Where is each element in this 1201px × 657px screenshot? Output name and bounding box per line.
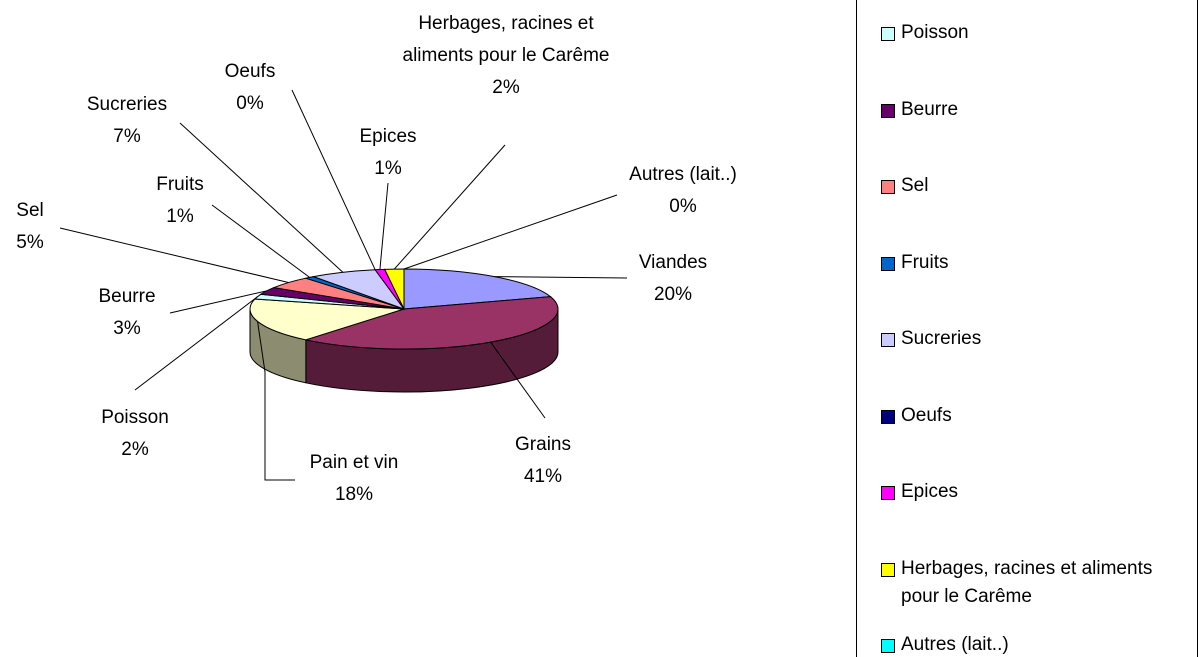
- category-label: Sel: [16, 200, 44, 221]
- category-label: Poisson: [101, 407, 169, 428]
- slice-label: Viandes 20%: [603, 247, 743, 311]
- legend-item: Poisson: [881, 19, 1181, 47]
- value-label: 2%: [121, 439, 149, 460]
- category-label: Fruits: [156, 174, 204, 195]
- value-label: 0%: [669, 196, 697, 217]
- value-label: 1%: [374, 158, 402, 179]
- legend: ViandesGrainsPain et vinPoissonBeurreSel…: [856, 0, 1198, 657]
- legend-item: Autres (lait..): [881, 631, 1181, 657]
- slice-label: Epices 1%: [318, 121, 458, 185]
- slice-label: Beurre 3%: [57, 281, 197, 345]
- legend-item: Epices: [881, 478, 1181, 506]
- slice-label: Sucreries 7%: [57, 89, 197, 153]
- slice: [303, 296, 559, 350]
- slice-label: Pain et vin 18%: [284, 447, 424, 511]
- leader-line: [211, 204, 310, 278]
- leader-line: [490, 341, 546, 419]
- slice-label: Sel 5%: [0, 195, 60, 259]
- legend-label: Autres (lait..): [901, 634, 1009, 655]
- slice-label: Fruits 1%: [110, 169, 250, 233]
- legend-item: Sucreries: [881, 325, 1181, 353]
- legend-swatch: [881, 27, 895, 41]
- legend-swatch: [881, 333, 895, 347]
- legend-label: Sucreries: [901, 328, 982, 349]
- slice-label: Herbages, racines et aliments pour le Ca…: [386, 8, 626, 104]
- legend-item: Beurre: [881, 96, 1181, 124]
- value-label: 18%: [334, 484, 374, 505]
- legend-swatch: [881, 562, 895, 577]
- legend-label: Oeufs: [901, 404, 952, 426]
- value-label: 20%: [653, 284, 693, 305]
- slice-label: Poisson 2%: [65, 402, 205, 466]
- leader-line: [393, 144, 506, 270]
- legend-swatch: [881, 409, 895, 424]
- legend-swatch: [881, 256, 895, 271]
- legend-label: Poisson: [901, 22, 969, 43]
- leader-line: [257, 321, 295, 481]
- leader-line: [179, 122, 344, 273]
- pie-area: [59, 89, 628, 481]
- leader-line: [169, 290, 267, 314]
- legend-swatch: [881, 180, 895, 194]
- category-label: Sucreries: [86, 94, 168, 115]
- slice-label: Grains 41%: [473, 429, 613, 493]
- value-label: 5%: [16, 232, 44, 253]
- leader-line: [403, 194, 618, 270]
- value-label: 0%: [236, 93, 264, 114]
- legend-item: Fruits: [881, 249, 1181, 277]
- legend-label: Herbages, racines et aliments pour le Ca…: [901, 557, 1153, 607]
- legend-swatch: [881, 639, 895, 653]
- legend-item: Herbages, racines et aliments pour le Ca…: [881, 555, 1181, 611]
- leader-line: [379, 182, 389, 270]
- slice-label: Oeufs 0%: [180, 56, 320, 120]
- legend-label: Epices: [901, 481, 959, 502]
- legend-label: Fruits: [901, 251, 949, 273]
- category-label: Autres (lait..): [629, 164, 737, 185]
- value-label: 41%: [523, 466, 563, 487]
- leader-line: [494, 276, 628, 279]
- value-label: 7%: [113, 126, 141, 147]
- leader-line: [291, 89, 376, 270]
- category-label: Viandes: [638, 252, 708, 273]
- value-label: 1%: [166, 206, 194, 227]
- legend-item: Sel: [881, 172, 1181, 200]
- value-label: 2%: [492, 77, 520, 98]
- leader-line: [134, 296, 258, 391]
- slice: [403, 268, 552, 310]
- legend-swatch: [881, 486, 895, 500]
- category-label: Pain et vin: [309, 452, 399, 473]
- slice-label: Autres (lait..) 0%: [603, 159, 763, 223]
- leader-line: [59, 227, 289, 284]
- category-label: Grains: [515, 434, 571, 455]
- value-label: 3%: [113, 318, 141, 339]
- legend-label: Beurre: [901, 98, 959, 120]
- category-label: Epices: [359, 126, 417, 147]
- legend-label: Sel: [901, 175, 929, 196]
- category-label: Beurre: [98, 286, 156, 307]
- category-label: Oeufs: [224, 61, 276, 82]
- legend-swatch: [881, 103, 895, 118]
- category-label: Herbages, racines et aliments pour le Ca…: [402, 13, 610, 66]
- legend-item: Oeufs: [881, 402, 1181, 430]
